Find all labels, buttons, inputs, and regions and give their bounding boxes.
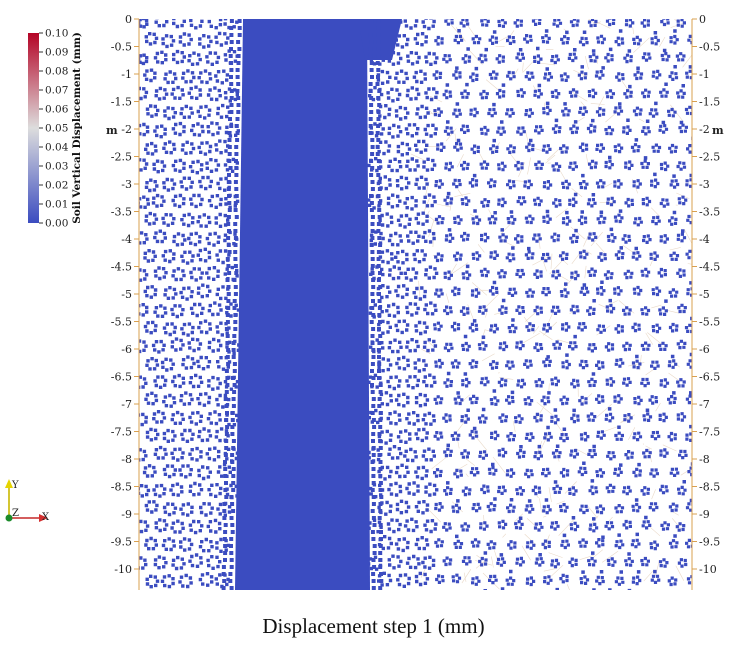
- depth-tick-label: -9.5: [699, 536, 720, 549]
- depth-tick-label: -9: [121, 508, 132, 521]
- depth-tick-label: -2.5: [699, 151, 720, 164]
- colorbar-tick-label: 0.02: [45, 180, 68, 192]
- depth-tick-label: -4: [121, 233, 132, 246]
- depth-tick-label: -4: [699, 233, 710, 246]
- colorbar-gradient: [28, 33, 39, 223]
- axis-unit-left: m: [106, 124, 118, 137]
- triad-z-label: Z: [12, 508, 19, 519]
- depth-axis-right: 0 -0.5 -1 -1.5 -2 -2.5 -3 -3.5 -4 -4.5 -5 -5.5 -6 -6.…: [691, 13, 724, 590]
- depth-tick-label: -7: [699, 398, 710, 411]
- depth-tick-label: -9: [699, 508, 710, 521]
- colorbar-tick-label: 0.09: [45, 47, 68, 59]
- colorbar-tick-label: 0.05: [45, 123, 68, 135]
- depth-tick-label: -0.5: [111, 41, 132, 54]
- depth-tick-label: -3.5: [111, 206, 132, 219]
- depth-tick-label: 0: [699, 13, 706, 26]
- depth-tick-label: -3: [121, 178, 132, 191]
- depth-tick-label: -6: [699, 343, 710, 356]
- depth-tick-label: -1.5: [699, 96, 720, 109]
- depth-tick-label: -2: [121, 123, 132, 136]
- depth-tick-label: -8.5: [699, 481, 720, 494]
- colorbar-tick-label: 0.06: [45, 104, 69, 116]
- colorbar-tick-label: 0.08: [45, 66, 68, 78]
- depth-tick-label: -5.5: [111, 316, 132, 329]
- orientation-triad: Y Z X: [5, 479, 50, 523]
- depth-tick-label: -2.5: [111, 151, 132, 164]
- depth-tick-label: 0: [125, 13, 132, 26]
- depth-tick-label: -8: [121, 453, 132, 466]
- depth-tick-label: -10: [114, 563, 132, 576]
- triad-y-label: Y: [11, 480, 19, 491]
- depth-tick-label: -7: [121, 398, 132, 411]
- depth-tick-label: -1: [699, 68, 710, 81]
- depth-tick-label: -0.5: [699, 41, 720, 54]
- colorbar-tick-label: 0.00: [45, 218, 68, 230]
- depth-tick-label: -8: [699, 453, 710, 466]
- depth-tick-label: -5.5: [699, 316, 720, 329]
- depth-axis-left: 0 -0.5 -1 -1.5 -2 -2.5 -3 -3.5 -4 -4.5 -5 -5.5 -6 -6.…: [106, 13, 140, 590]
- colorbar-tick-label: 0.04: [45, 142, 69, 154]
- depth-tick-label: -3: [699, 178, 710, 191]
- depth-tick-label: -5: [121, 288, 132, 301]
- depth-tick-label: -7.5: [111, 426, 132, 439]
- depth-tick-label: -4.5: [699, 261, 720, 274]
- axis-unit-right: m: [712, 124, 724, 137]
- depth-tick-label: -6: [121, 343, 132, 356]
- colorbar-title: Soil Vertical Displacement (mm): [71, 32, 83, 224]
- colorbar-tick-label: 0.03: [45, 161, 68, 173]
- depth-tick-label: -9.5: [111, 536, 132, 549]
- colorbar: 0.10 0.09 0.08 0.07 0.06 0.05 0.04 0.03 0.02 0.01…: [28, 28, 83, 230]
- triad-x-label: X: [42, 512, 50, 523]
- depth-tick-label: -5: [699, 288, 710, 301]
- depth-tick-label: -3.5: [699, 206, 720, 219]
- depth-tick-label: -7.5: [699, 426, 720, 439]
- colorbar-tick-label: 0.10: [45, 28, 68, 40]
- colorbar-ticks: 0.10 0.09 0.08 0.07 0.06 0.05 0.04 0.03 0.02 0.01…: [39, 28, 69, 230]
- colorbar-tick-label: 0.01: [45, 199, 68, 211]
- pile-column: [235, 19, 370, 590]
- depth-tick-label: -8.5: [111, 481, 132, 494]
- particle-field: [139, 19, 692, 590]
- depth-tick-label: -10: [699, 563, 717, 576]
- depth-tick-label: -1: [121, 68, 132, 81]
- depth-tick-label: -6.5: [111, 371, 132, 384]
- depth-tick-label: -1.5: [111, 96, 132, 109]
- depth-tick-label: -2: [699, 123, 710, 136]
- z-axis-icon: [5, 514, 13, 522]
- figure-caption: Displacement step 1 (mm): [262, 614, 485, 638]
- depth-tick-label: -4.5: [111, 261, 132, 274]
- colorbar-tick-label: 0.07: [45, 85, 68, 97]
- depth-tick-label: -6.5: [699, 371, 720, 384]
